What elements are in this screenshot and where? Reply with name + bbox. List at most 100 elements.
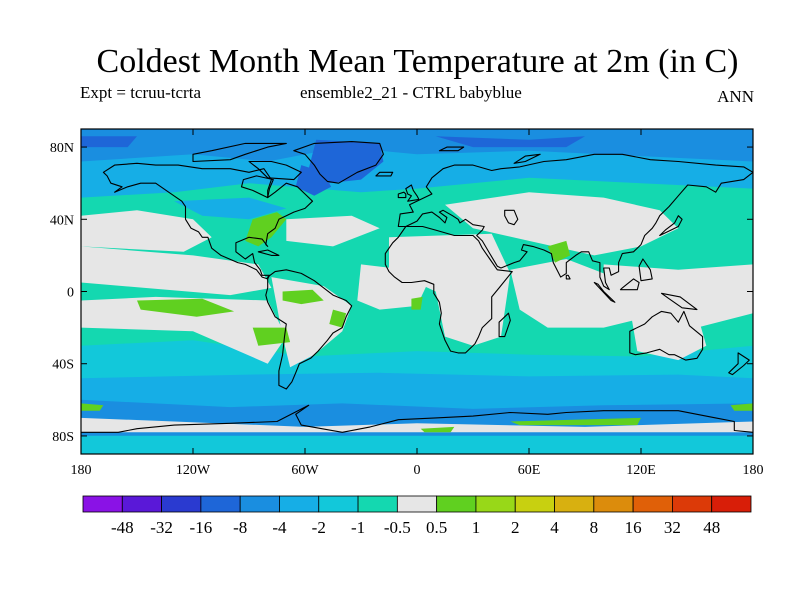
colorbar-swatch: [554, 495, 595, 513]
colorbar-swatch: [475, 495, 516, 513]
colorbar-label: 32: [664, 518, 681, 537]
colorbar-swatch: [436, 495, 477, 513]
xtick-label: 60E: [518, 463, 541, 478]
asia-neutral: [445, 192, 679, 256]
coastline-africa: [384, 225, 513, 354]
experiment-label: Expt = tcruu-tcrta: [80, 83, 201, 102]
colorbar-swatch: [357, 495, 398, 513]
xtick-label: 180: [71, 463, 92, 478]
coastline-madagascar: [498, 312, 511, 338]
colorbar-label: 4: [550, 518, 559, 537]
antarctic-green: [510, 417, 641, 426]
ensemble-label: ensemble2_21 - CTRL babyblue: [300, 83, 522, 102]
coastline-europe-asia: [397, 153, 754, 291]
antarctic-strip-neutral: [81, 417, 753, 433]
antarctic-green-2: [420, 426, 455, 433]
coastline-south-america: [265, 269, 353, 390]
season-label: ANN: [717, 87, 754, 106]
labrador-deep: [295, 165, 332, 196]
xtick-label: 120E: [626, 463, 656, 478]
coastline-sri-lanka: [565, 274, 571, 280]
colorbar-label: -0.5: [384, 518, 411, 537]
pac-tropics-neutral: [81, 246, 272, 296]
coastline-philippines: [638, 258, 653, 282]
siberia-deep: [435, 136, 585, 148]
colorbar-swatch: [200, 495, 241, 513]
india-green: [547, 240, 571, 263]
axis-ticks: 180 120W 60W 0 60E 120E 180 80N 40N 0 40S 80S: [50, 129, 764, 478]
colorbar-label: -1: [351, 518, 365, 537]
ytick-label: 80S: [52, 430, 74, 445]
colorbar-label: -16: [190, 518, 213, 537]
colorbar-swatch: [593, 495, 634, 513]
pac-tropical-green: [137, 298, 235, 317]
coastline-new-zealand: [728, 352, 750, 376]
atl-green: [411, 296, 423, 310]
ind-south-green: [730, 403, 753, 411]
colorbar-label: 0.5: [426, 518, 447, 537]
coastline-british-isles: [405, 184, 420, 202]
amazon-green: [282, 289, 324, 305]
bering-deep: [81, 136, 137, 148]
colorbar-swatch: [318, 495, 359, 513]
colorbar-swatch: [672, 495, 713, 513]
colorbar-label: -2: [312, 518, 326, 537]
coastline-borneo: [619, 278, 640, 291]
colorbar-label: 48: [703, 518, 720, 537]
nam-blue: [174, 197, 287, 220]
colorbar-label: 8: [590, 518, 599, 537]
coastline-baffin: [248, 160, 302, 181]
coastline-caspian: [504, 209, 519, 226]
colorbar-swatch: [632, 495, 673, 513]
coastline-north-america: [102, 162, 314, 280]
natl-neutral: [286, 215, 380, 247]
colorbar-swatch: [82, 495, 123, 513]
colorbar-swatch: [711, 495, 752, 513]
colorbar-swatch: [514, 495, 555, 513]
ytick-label: 40N: [50, 213, 74, 228]
xtick-label: 60W: [291, 463, 319, 478]
colorbar-label: 2: [511, 518, 520, 537]
colorbar-swatch: [239, 495, 280, 513]
npac-neutral: [81, 210, 212, 252]
antarctic-inner: [81, 435, 753, 454]
coastline-greenland: [293, 141, 384, 184]
pac-south-green: [81, 403, 104, 411]
coastline-svalbard: [438, 146, 465, 152]
colorbar-swatch: [396, 495, 438, 513]
coastline-ireland: [397, 191, 407, 199]
colorbar-label: 1: [472, 518, 481, 537]
coastline-novaya-zemlya: [513, 153, 541, 164]
colorbar-label: -32: [150, 518, 173, 537]
xtick-label: 120W: [176, 463, 211, 478]
colorbar-swatch: [279, 495, 320, 513]
coastline-new-guinea: [660, 292, 698, 311]
india-ocean-neutral: [510, 259, 641, 328]
colorbar-label: -8: [233, 518, 247, 537]
coastline-hudson-bay: [240, 175, 274, 199]
colorbar: -48 -32 -16 -8 -4 -2 -1 -0.5 0.5 1 2 4 8 16 32 48: [82, 495, 752, 537]
colorbar-label: -48: [111, 518, 134, 537]
coastline-japan: [659, 215, 683, 237]
coastline-cuba: [257, 249, 280, 256]
australia-neutral: [631, 313, 707, 361]
colorbar-swatch: [121, 495, 162, 513]
map-title: Coldest Month Mean Temperature at 2m (in…: [96, 43, 739, 80]
brazil-green: [329, 309, 347, 328]
colorbar-label: -4: [272, 518, 287, 537]
xtick-label: 0: [414, 463, 421, 478]
coastline-iceland: [375, 171, 394, 177]
ytick-label: 80N: [50, 141, 74, 156]
coastlines: [81, 141, 754, 433]
colorbar-swatch: [161, 495, 202, 513]
xtick-label: 180: [743, 463, 764, 478]
coastline-sumatra: [593, 281, 616, 303]
ytick-label: 0: [67, 286, 74, 301]
temperature-field: [81, 129, 753, 454]
ytick-label: 40S: [52, 358, 74, 373]
colorbar-label: 16: [625, 518, 642, 537]
coastline-antarctica: [81, 404, 754, 433]
coastline-canadian-islands: [192, 142, 287, 163]
coastline-australia: [629, 310, 704, 361]
